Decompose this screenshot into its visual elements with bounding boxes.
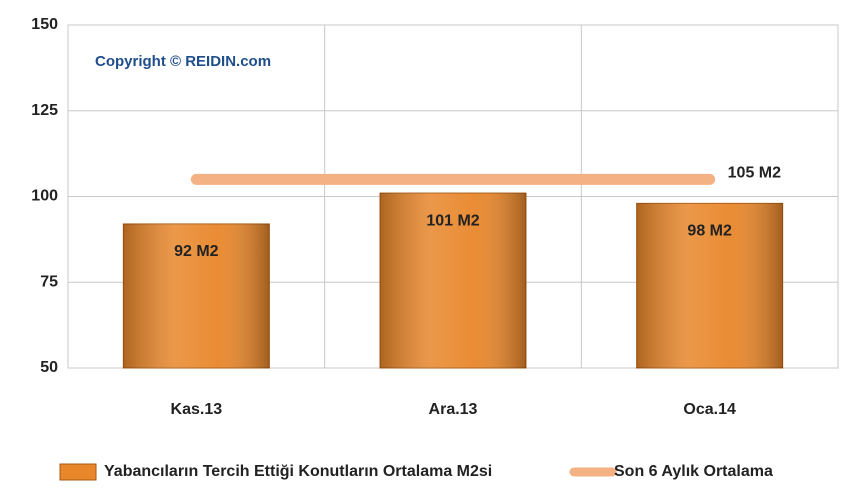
bar-shade	[380, 193, 526, 368]
bar-shade	[123, 223, 270, 368]
copyright: Copyright © REIDIN.com	[95, 53, 271, 70]
bar-label: 98 M2	[687, 223, 732, 240]
y-tick-label: 125	[31, 102, 58, 119]
bar-shade	[636, 203, 783, 368]
y-tick-label: 50	[40, 359, 58, 376]
x-tick-label: Oca.14	[683, 401, 736, 418]
x-tick-label: Ara.13	[429, 401, 478, 418]
y-tick-label: 75	[40, 273, 58, 290]
legend-label: Son 6 Aylık Ortalama	[614, 463, 773, 480]
bar-label: 92 M2	[174, 243, 219, 260]
legend-swatch	[59, 463, 97, 481]
bar-label: 101 M2	[426, 212, 479, 229]
x-tick-label: Kas.13	[171, 401, 223, 418]
line-label: 105 M2	[728, 165, 781, 182]
y-tick-label: 150	[31, 16, 58, 33]
y-tick-label: 100	[31, 188, 58, 205]
legend-label: Yabancıların Tercih Ettiği Konutların Or…	[104, 463, 492, 480]
